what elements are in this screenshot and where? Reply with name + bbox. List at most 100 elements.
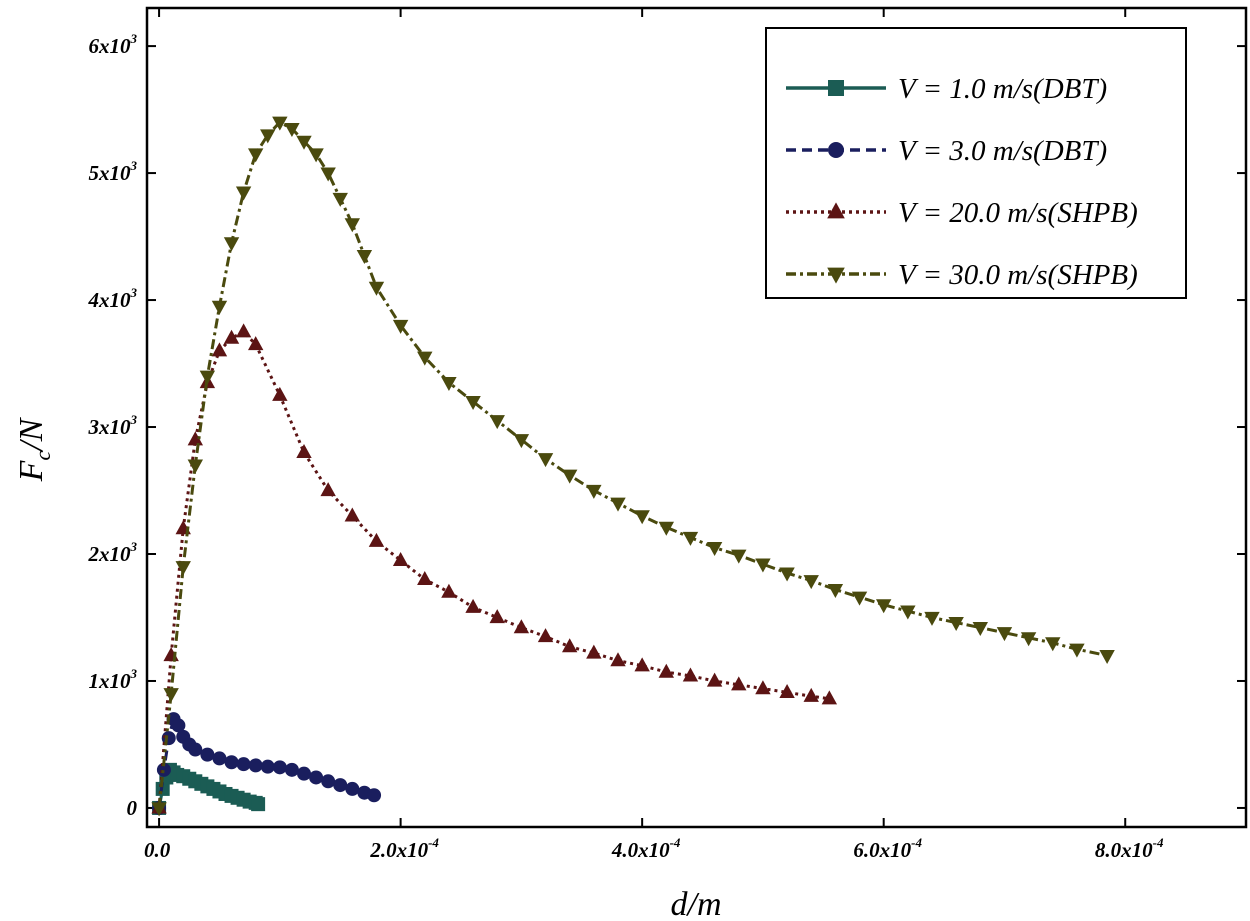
- legend-box: [765, 27, 1187, 299]
- data-point: [755, 558, 771, 573]
- data-point: [368, 532, 385, 547]
- legend-label: V = 3.0 m/s(DBT): [898, 135, 1107, 167]
- data-point: [151, 802, 167, 817]
- data-point: [333, 778, 348, 793]
- data-point: [417, 351, 433, 366]
- data-point: [731, 549, 747, 564]
- data-point: [610, 497, 626, 512]
- legend-entry: V = 1.0 m/s(DBT): [786, 73, 1107, 105]
- data-point: [235, 186, 252, 201]
- data-point: [417, 570, 433, 585]
- legend-entry: V = 30.0 m/s(SHPB): [786, 259, 1138, 291]
- y-tick-label-exponent: 3: [130, 412, 138, 427]
- data-point: [1099, 649, 1115, 664]
- y-tick-label: 6x103: [89, 31, 138, 58]
- legend: V = 1.0 m/s(DBT) V = 3.0 m/s(DBT) V = 20.0…: [765, 27, 1187, 299]
- y-axis-title: Fc/N: [13, 416, 55, 482]
- y-tick-label-base: 0: [127, 796, 138, 820]
- data-point: [175, 561, 191, 576]
- x-tick-label-base: 2.0x10: [369, 838, 428, 862]
- x-tick-label-exponent: -4: [670, 835, 681, 850]
- data-point: [320, 167, 336, 182]
- series-triangle-down: [151, 116, 1115, 817]
- x-tick-label: 6.0x10-4: [853, 835, 922, 862]
- legend-label: V = 1.0 m/s(DBT): [898, 73, 1107, 105]
- data-point: [465, 598, 481, 613]
- x-tick-label: 8.0x10-4: [1095, 835, 1164, 862]
- data-point: [875, 599, 892, 614]
- y-tick-label: 4x103: [88, 285, 138, 312]
- y-tick-label-exponent: 3: [130, 539, 138, 554]
- legend-swatch-marker: [827, 267, 845, 284]
- x-tick-label: 2.0x10-4: [369, 835, 439, 862]
- data-point: [345, 781, 360, 796]
- series-triangle-up: [151, 323, 838, 814]
- data-point: [367, 788, 382, 803]
- data-point: [187, 459, 204, 474]
- data-point: [236, 757, 251, 772]
- data-point: [706, 672, 723, 687]
- series-line: [157, 329, 830, 809]
- data-point: [489, 609, 505, 624]
- data-point: [682, 531, 699, 546]
- data-point: [755, 680, 771, 695]
- data-point: [260, 129, 276, 144]
- y-axis-title-unit: /N: [13, 416, 50, 452]
- data-point: [634, 510, 650, 525]
- data-point: [320, 482, 336, 497]
- data-point: [163, 688, 179, 703]
- data-point: [309, 770, 324, 785]
- data-point: [356, 250, 373, 265]
- data-point: [803, 575, 819, 590]
- x-axis-title: d/m: [671, 886, 722, 921]
- data-point: [851, 591, 868, 606]
- data-point: [1045, 637, 1061, 652]
- data-point: [296, 444, 312, 459]
- y-tick-label-base: 5x10: [89, 161, 132, 185]
- data-point: [996, 627, 1013, 642]
- series-circle: [152, 712, 382, 815]
- data-point: [284, 762, 299, 777]
- data-point: [561, 638, 578, 653]
- legend-entry: V = 20.0 m/s(SHPB): [786, 197, 1138, 229]
- data-point: [634, 657, 650, 672]
- x-tick-label: 0.0: [144, 838, 171, 862]
- data-point: [924, 611, 940, 626]
- data-point: [200, 747, 215, 762]
- data-point: [465, 396, 481, 411]
- y-tick-label: 2x103: [88, 539, 138, 566]
- y-tick-label: 1x103: [89, 666, 138, 693]
- data-point: [199, 370, 216, 385]
- data-point: [163, 647, 179, 662]
- y-tick-label-exponent: 3: [130, 158, 138, 173]
- data-point: [706, 542, 723, 557]
- x-tick-label-base: 8.0x10: [1095, 838, 1153, 862]
- data-point: [779, 567, 795, 582]
- data-point: [682, 667, 699, 682]
- legend-label: V = 30.0 m/s(SHPB): [898, 259, 1138, 291]
- data-point: [171, 718, 186, 733]
- data-point: [235, 323, 252, 338]
- data-point: [779, 684, 795, 699]
- data-point: [223, 329, 240, 344]
- data-point: [392, 551, 409, 566]
- data-point: [441, 376, 457, 391]
- y-tick-label-exponent: 3: [130, 285, 138, 300]
- x-tick-label-base: 4.0x10: [611, 838, 670, 862]
- data-point: [610, 652, 626, 667]
- plot-frame: [145, 6, 1248, 829]
- y-axis-title-main: F: [13, 459, 50, 482]
- data-point: [156, 762, 171, 777]
- data-point: [272, 116, 288, 131]
- data-point: [827, 583, 844, 598]
- x-tick-label: 4.0x10-4: [611, 835, 681, 862]
- data-point: [211, 300, 228, 315]
- data-point: [344, 218, 361, 233]
- data-point: [803, 687, 819, 702]
- plot-area: [151, 116, 1115, 817]
- data-point: [251, 797, 266, 812]
- legend-swatch-marker: [828, 80, 844, 96]
- data-point: [368, 281, 385, 296]
- data-point: [489, 415, 505, 430]
- data-point: [658, 521, 675, 536]
